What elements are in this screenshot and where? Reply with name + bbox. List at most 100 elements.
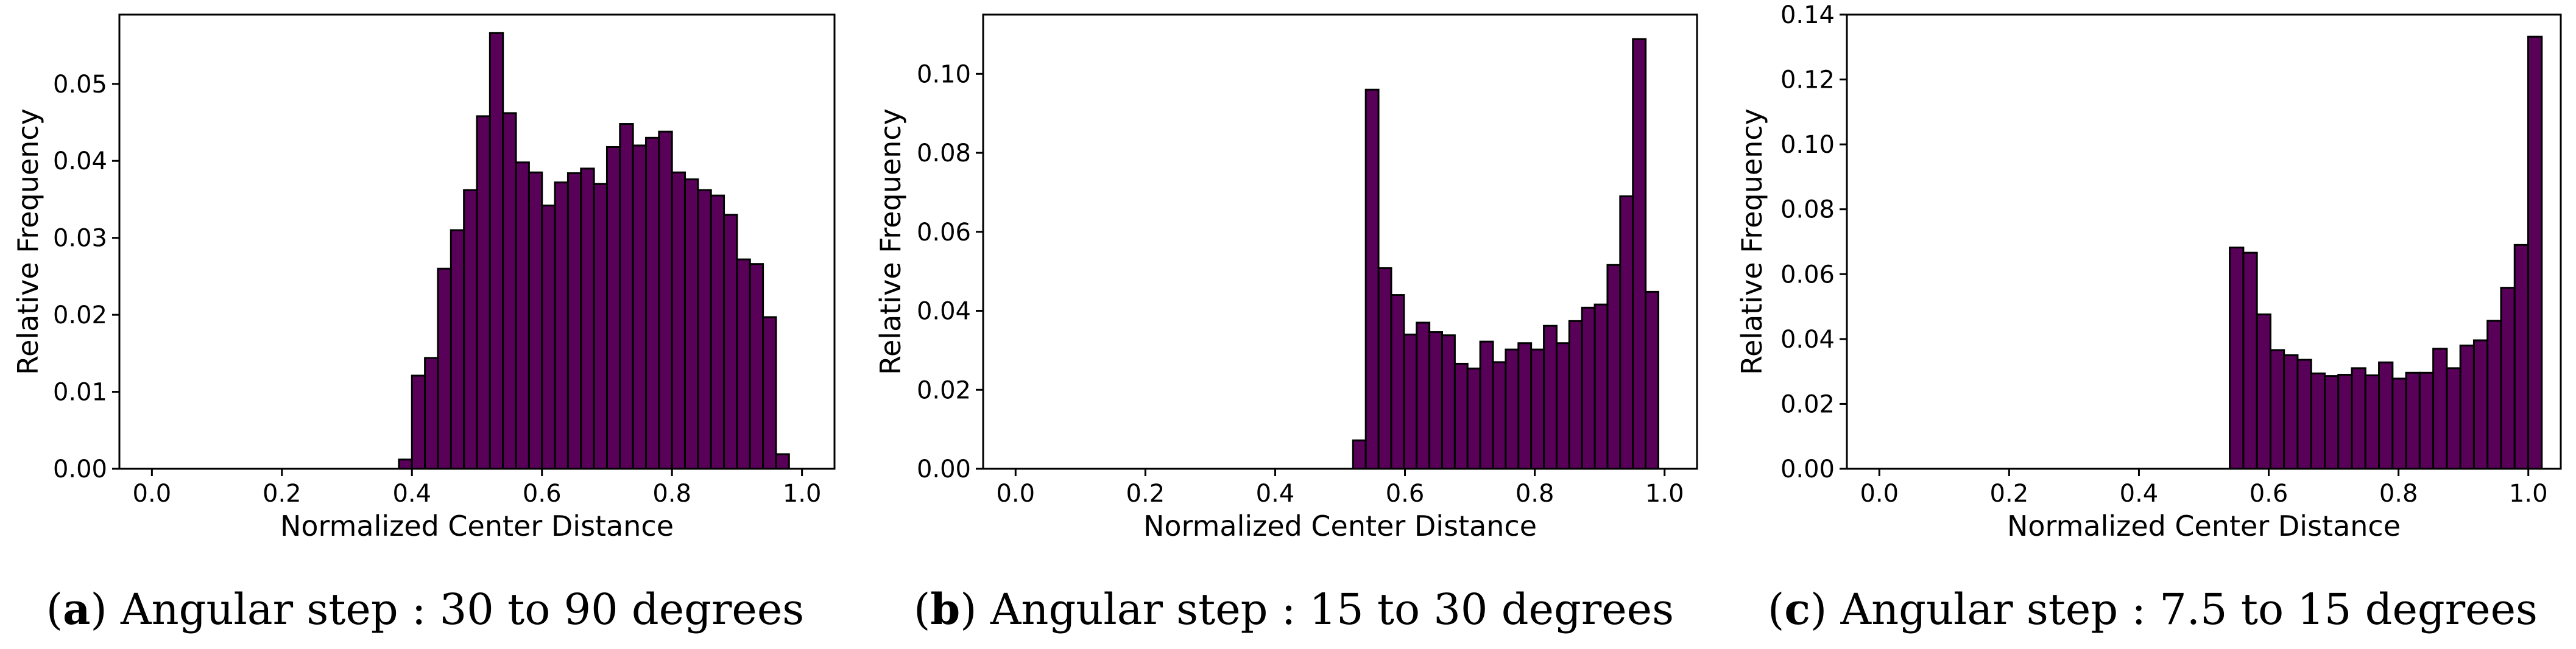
histogram-bar [605, 146, 621, 470]
x-tick-label: 1.0 [2509, 480, 2548, 508]
histogram-bar [2242, 251, 2258, 470]
x-tick-label: 0.2 [1990, 480, 2029, 508]
histogram-bar [1416, 321, 1431, 470]
histogram-bar [580, 167, 595, 470]
y-tick-label: 0.04 [917, 298, 971, 326]
x-axis: 0.0 0.2 0.4 0.6 0.8 1.0 [1860, 469, 2548, 508]
histogram-bar [2405, 371, 2421, 470]
x-tick-label: 0.0 [1860, 480, 1899, 508]
histogram-bar [1428, 331, 1443, 470]
histogram-bar [749, 263, 764, 470]
y-axis: 0.00 0.02 0.04 0.06 0.08 0.10 [917, 60, 983, 483]
panel-c: 0.000.020.040.060.080.100.120.14 0.0 0.2 0… [1735, 1, 2562, 634]
y-tick-label: 0.10 [917, 60, 971, 88]
histogram-bar [1505, 348, 1520, 470]
histogram-bar [1593, 303, 1609, 470]
y-tick-label: 0.10 [1780, 131, 1835, 159]
histogram-bar [619, 123, 634, 470]
histogram-bar [710, 194, 725, 470]
histogram-bar [2337, 373, 2353, 470]
histogram-bar [1403, 333, 1418, 470]
histogram-bar [684, 178, 699, 470]
histogram-bar [2527, 35, 2543, 470]
y-tick-label: 0.05 [53, 71, 107, 99]
histogram-bar [2323, 375, 2340, 470]
histogram-bar [1568, 320, 1583, 470]
histogram-bar [762, 316, 777, 470]
plot-frame [1846, 13, 2562, 470]
histogram-bar [1352, 439, 1367, 470]
y-tick-label: 0.04 [53, 147, 107, 175]
x-axis-label: Normalized Center Distance [1143, 510, 1537, 542]
histogram-bar [2364, 374, 2380, 470]
histogram-bar [1606, 264, 1621, 470]
caption-body: Angular step : 30 to 90 degrees [120, 584, 804, 634]
histogram-bar [489, 32, 504, 470]
histogram-bar [697, 189, 712, 470]
x-axis-label: Normalized Center Distance [280, 510, 674, 542]
y-tick-label: 0.00 [1780, 455, 1835, 483]
x-tick-label: 0.0 [996, 480, 1035, 508]
x-tick-label: 0.6 [1386, 480, 1425, 508]
histogram-bar [723, 214, 738, 470]
histogram-bar [1517, 342, 1533, 470]
histogram-bar [1377, 267, 1392, 470]
histogram-bar [1390, 294, 1405, 470]
histogram-bar [1530, 348, 1545, 470]
caption-a: (a) Angular step : 30 to 90 degrees [46, 584, 804, 634]
y-tick-label: 0.06 [917, 219, 971, 247]
histogram-bar [1543, 324, 1558, 470]
x-tick-label: 0.6 [523, 480, 562, 508]
y-tick-label: 0.03 [53, 225, 107, 253]
y-tick-label: 0.08 [917, 139, 971, 167]
histogram-bar [2513, 244, 2530, 470]
caption-body: Angular step : 15 to 30 degrees [990, 584, 1674, 634]
caption-letter: a [63, 584, 90, 634]
caption-body: Angular step : 7.5 to 15 degrees [1840, 584, 2538, 634]
y-tick-label: 0.01 [53, 379, 107, 407]
histogram-bar [528, 171, 543, 470]
x-axis-label: Normalized Center Distance [2007, 510, 2401, 542]
histogram-bar [632, 144, 647, 470]
histogram-bar [1492, 361, 1507, 470]
y-tick-label: 0.08 [1780, 196, 1835, 224]
histogram-bar [476, 115, 491, 470]
histogram-bar [2459, 345, 2475, 470]
histogram-bar [1441, 334, 1456, 470]
histogram-bar [2310, 372, 2326, 470]
caption-letter: c [1784, 584, 1810, 634]
y-tick-label: 0.04 [1780, 326, 1835, 354]
histogram-bar [2378, 361, 2394, 470]
histogram-bar [502, 112, 517, 470]
histogram-bar [644, 136, 660, 470]
histogram-bar [2391, 377, 2407, 470]
histogram-bar [437, 267, 452, 470]
histogram-bar [736, 258, 751, 470]
y-tick-label: 0.06 [1780, 261, 1835, 289]
plot-frame [118, 13, 836, 470]
histogram-bar [2446, 367, 2461, 470]
histogram-bar [1581, 306, 1596, 470]
panel-b: 0.00 0.02 0.04 0.06 0.08 0.10 0.0 0.2 0.4 0.6 0.8… [874, 13, 1698, 634]
y-axis: 0.00 0.02 0.04 0.06 0.08 0.10 0.12 0.14 [1780, 1, 1847, 483]
histogram-bar [541, 205, 556, 470]
y-axis-label: Relative Frequency [12, 108, 44, 375]
caption-c: (c) Angular step : 7.5 to 15 degrees [1768, 584, 2538, 634]
histogram-bar [1555, 342, 1570, 470]
x-axis: 0.0 0.2 0.4 0.6 0.8 1.0 [996, 469, 1684, 508]
x-tick-label: 0.2 [1126, 480, 1165, 508]
histogram-bar [1364, 88, 1380, 470]
y-tick-label: 0.12 [1780, 66, 1835, 94]
y-axis-label: Relative Frequency [1735, 108, 1768, 375]
histogram-bar [2486, 320, 2502, 470]
bar-group [1352, 38, 1659, 470]
histogram-bar [424, 357, 439, 470]
x-tick-label: 0.8 [2379, 480, 2418, 508]
plot-frame [982, 13, 1698, 470]
bar-group [2229, 35, 2543, 470]
histogram-bar [593, 183, 608, 470]
histogram-bar [2432, 348, 2448, 470]
histogram-bar [450, 229, 465, 470]
x-tick-label: 0.4 [1256, 480, 1295, 508]
